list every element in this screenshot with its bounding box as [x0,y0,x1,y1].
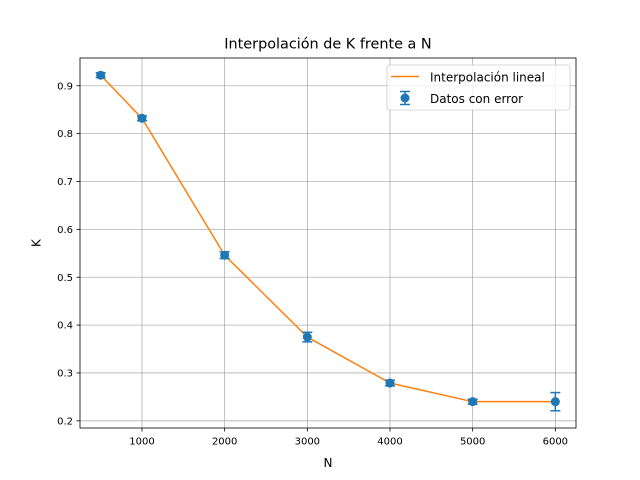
data-point [302,332,312,342]
x-tick-label: 4000 [377,437,402,448]
legend-label-line: Interpolación lineal [430,71,545,85]
x-tick-label: 5000 [460,437,485,448]
legend: Interpolación lineal Datos con error [386,64,571,111]
data-point [220,250,230,260]
legend-label-errorbar: Datos con error [430,92,523,106]
legend-errorbar-swatch [400,90,410,106]
legend-errorbar-marker [400,93,410,103]
legend-box [386,64,571,111]
y-axis-label: K [30,238,44,247]
y-tick-label: 0.6 [57,225,73,236]
y-tick-label: 0.4 [57,321,73,332]
plot-frame [79,57,577,429]
series-data-with-error [95,70,561,412]
chart-title: Interpolación de K frente a N [224,37,431,53]
data-point [137,113,147,123]
y-tick-label: 0.7 [57,177,73,188]
plot-area [80,58,576,428]
x-tick-label: 6000 [543,437,568,448]
series-layer [95,70,561,412]
x-tick-label: 3000 [295,437,320,448]
y-axis: 0.2 0.3 0.4 0.5 0.6 0.7 0.8 0.9 [57,81,80,427]
x-axis-label: N [324,456,333,470]
y-tick-label: 0.9 [57,81,73,92]
y-tick-label: 0.2 [57,416,73,427]
data-point [550,397,560,407]
data-point [96,70,106,80]
y-tick-label: 0.5 [57,273,73,284]
x-axis: 1000 2000 3000 4000 5000 6000 [129,428,568,448]
y-tick-label: 0.8 [57,129,73,140]
x-tick-label: 1000 [129,437,154,448]
data-point [468,397,478,407]
grid [80,58,576,428]
data-point [385,378,395,388]
x-tick-label: 2000 [212,437,237,448]
y-tick-label: 0.3 [57,369,73,380]
